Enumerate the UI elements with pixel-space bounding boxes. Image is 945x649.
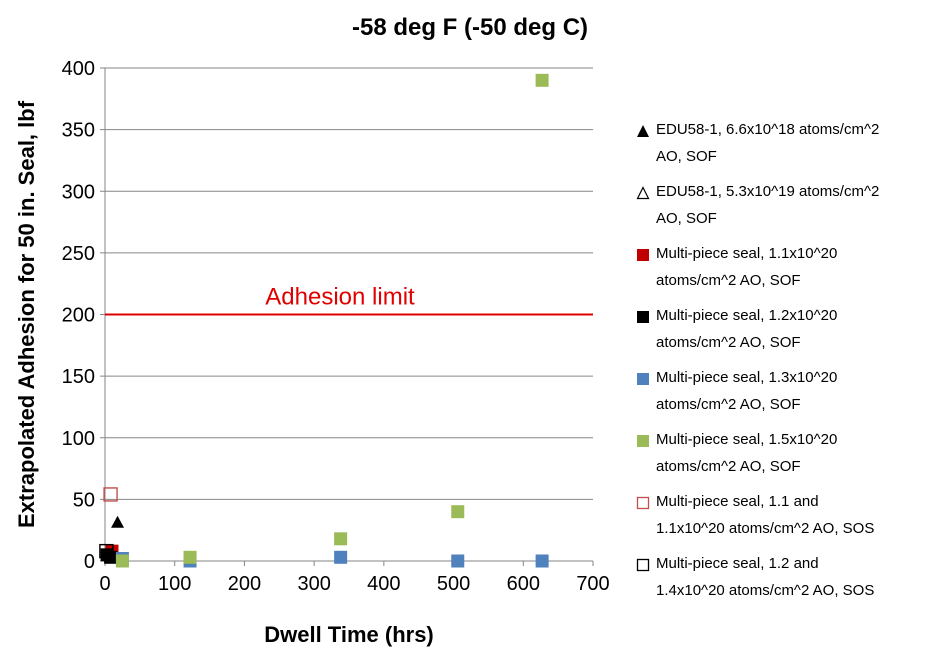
legend-marker-triangle-open [636, 186, 650, 200]
y-tick-label: 50 [73, 489, 95, 511]
y-tick-label: 200 [62, 305, 95, 327]
x-tick-label: 600 [507, 573, 540, 595]
data-point-triangle [111, 515, 125, 528]
legend-marker-square-black [637, 311, 649, 323]
legend-marker-square-green [637, 435, 649, 447]
legend-label: EDU58-1, 6.6x10^18 atoms/cm^2 [656, 121, 880, 138]
legend-item: Multi-piece seal, 1.1x10^20 atoms/cm^2 AO… [636, 240, 941, 302]
data-point-square [334, 532, 348, 546]
legend-item: Multi-piece seal, 1.2x10^20 atoms/cm^2 AO… [636, 302, 941, 364]
legend-label: Multi-piece seal, 1.2 and [656, 555, 819, 572]
legend-label: EDU58-1, 5.3x10^19 atoms/cm^2 [656, 183, 880, 200]
y-tick-label: 150 [62, 366, 95, 388]
legend-label: atoms/cm^2 AO, SOF [656, 396, 801, 413]
legend-label: Multi-piece seal, 1.1 and [656, 493, 819, 510]
legend-item: EDU58-1, 6.6x10^18 atoms/cm^2 AO, SOF [636, 116, 941, 178]
x-tick-label: 500 [437, 573, 470, 595]
legend-item: Multi-piece seal, 1.5x10^20 atoms/cm^2 AO… [636, 426, 941, 488]
data-point-square [535, 73, 549, 87]
x-tick-label: 300 [297, 573, 330, 595]
legend-label: atoms/cm^2 AO, SOF [656, 458, 801, 475]
x-tick-label: 100 [158, 573, 191, 595]
data-point-square [535, 554, 549, 568]
data-point-square [334, 550, 348, 564]
y-tick-label: 0 [84, 551, 95, 573]
legend-item: Multi-piece seal, 1.3x10^20 atoms/cm^2 AO… [636, 364, 941, 426]
y-tick-label: 350 [62, 120, 95, 142]
legend-marker-square-red [637, 249, 649, 261]
legend-item: Multi-piece seal, 1.2 and 1.4x10^20 atoms… [636, 550, 941, 612]
legend-label: Multi-piece seal, 1.1x10^20 [656, 245, 838, 262]
legend-label: 1.4x10^20 atoms/cm^2 AO, SOS [656, 582, 875, 599]
legend-marker-square-open-black [636, 558, 650, 572]
legend-label: Multi-piece seal, 1.2x10^20 [656, 307, 838, 324]
x-tick-label: 200 [228, 573, 261, 595]
data-point-square [451, 505, 465, 519]
y-axis-title: Extrapolated Adhesion for 50 in. Seal, l… [14, 100, 39, 528]
data-point-square [451, 554, 465, 568]
legend-marker-triangle-filled [637, 125, 649, 137]
data-point-square [183, 550, 197, 564]
legend-label: Multi-piece seal, 1.5x10^20 [656, 431, 838, 448]
legend-label: AO, SOF [656, 210, 717, 227]
y-tick-label: 100 [62, 428, 95, 450]
legend-marker-square-blue [637, 373, 649, 385]
y-tick-label: 300 [62, 181, 95, 203]
x-tick-label: 700 [576, 573, 609, 595]
legend: EDU58-1, 6.6x10^18 atoms/cm^2 AO, SOF EDU… [636, 116, 941, 612]
data-point-square-open [99, 543, 114, 559]
legend-label: atoms/cm^2 AO, SOF [656, 272, 801, 289]
legend-label: AO, SOF [656, 148, 717, 165]
legend-item: EDU58-1, 5.3x10^19 atoms/cm^2 AO, SOF [636, 178, 941, 240]
legend-item: Multi-piece seal, 1.1 and 1.1x10^20 atoms… [636, 488, 941, 550]
legend-label: Multi-piece seal, 1.3x10^20 [656, 369, 838, 386]
chart-title: -58 deg F (-50 deg C) [351, 14, 589, 41]
legend-label: atoms/cm^2 AO, SOF [656, 334, 801, 351]
x-axis-title: Dwell Time (hrs) [264, 622, 434, 647]
x-tick-label: 0 [99, 573, 110, 595]
x-tick-label: 400 [367, 573, 400, 595]
legend-marker-square-open-red [636, 496, 650, 510]
y-tick-label: 400 [62, 58, 95, 80]
y-tick-label: 250 [62, 243, 95, 265]
data-point-square-open [103, 487, 118, 502]
legend-label: 1.1x10^20 atoms/cm^2 AO, SOS [656, 520, 875, 537]
adhesion-limit-label: Adhesion limit [265, 284, 415, 311]
data-point-square [115, 554, 129, 568]
